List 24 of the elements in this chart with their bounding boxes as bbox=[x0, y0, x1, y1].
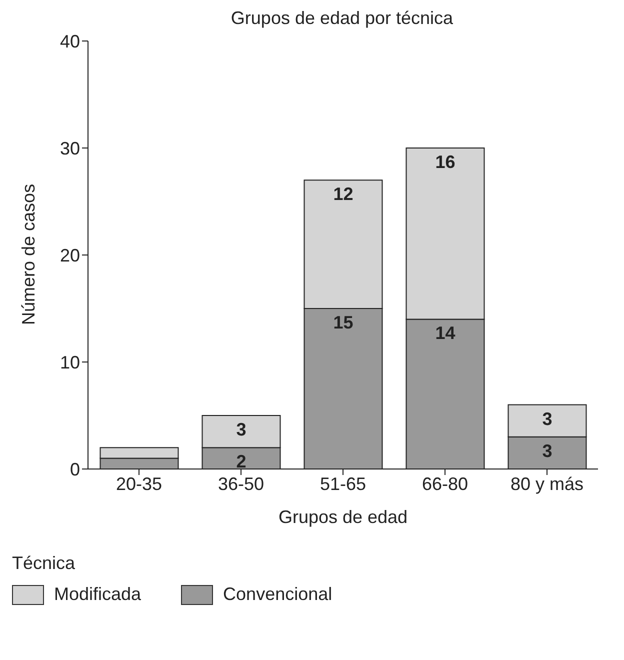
y-axis-title: Número de casos bbox=[18, 184, 38, 325]
data-label: 2 bbox=[236, 452, 246, 472]
data-label: 15 bbox=[333, 312, 354, 332]
legend-label: Modificada bbox=[54, 584, 142, 605]
x-tick-label: 80 y más bbox=[510, 474, 584, 494]
data-label: 16 bbox=[435, 152, 456, 172]
x-tick-label: 66-80 bbox=[422, 474, 468, 494]
x-axis-title: Grupos de edad bbox=[278, 507, 408, 527]
data-label: 14 bbox=[435, 323, 456, 344]
data-label: 12 bbox=[333, 184, 354, 204]
data-label: 3 bbox=[542, 440, 552, 461]
data-label: 3 bbox=[236, 420, 246, 440]
y-tick-label: 30 bbox=[60, 138, 80, 158]
y-tick-label: 0 bbox=[70, 459, 80, 480]
data-label: 3 bbox=[542, 408, 552, 429]
y-tick-label: 20 bbox=[60, 245, 80, 266]
y-tick-label: 10 bbox=[60, 352, 80, 372]
legend-label: Convencional bbox=[223, 584, 332, 605]
y-tick-label: 40 bbox=[60, 31, 80, 52]
legend-title: Técnica bbox=[12, 553, 76, 574]
x-tick-label: 51-65 bbox=[320, 474, 366, 494]
x-tick-label: 36-50 bbox=[218, 474, 264, 494]
x-tick-label: 20-35 bbox=[116, 474, 162, 494]
chart-title: Grupos de edad por técnica bbox=[230, 8, 454, 29]
